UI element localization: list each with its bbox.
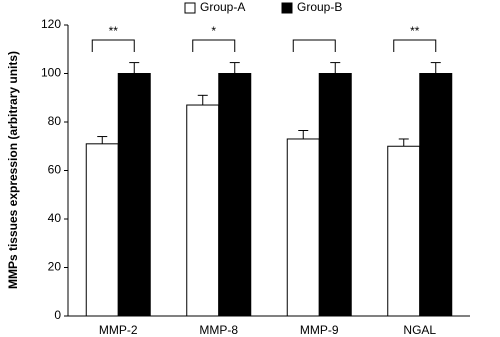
x-tick-label: NGAL <box>403 323 436 337</box>
error-bar <box>229 62 240 74</box>
significance-bracket <box>292 39 336 52</box>
y-tick-label: 40 <box>48 211 62 225</box>
legend-label: Group-A <box>200 0 245 14</box>
x-tick-label: MMP-9 <box>300 323 339 337</box>
error-bar <box>129 62 140 74</box>
bar <box>286 138 320 317</box>
error-bar <box>398 138 409 147</box>
significance-bracket <box>91 39 135 52</box>
bar <box>218 73 252 317</box>
error-bar <box>197 94 208 106</box>
bar <box>85 143 119 317</box>
x-tick-label: MMP-2 <box>99 323 138 337</box>
y-tick-label: 80 <box>48 114 62 128</box>
bar <box>318 73 352 317</box>
significance-label: ** <box>410 24 420 38</box>
bar <box>186 104 220 317</box>
legend-swatch <box>281 2 293 14</box>
y-axis-label: MMPs tissues expression (arbitrary units… <box>6 51 20 289</box>
y-tick-label: 20 <box>48 260 62 274</box>
bar <box>387 145 421 317</box>
error-bar <box>330 62 341 74</box>
error-bar <box>298 129 309 139</box>
error-bar <box>97 136 108 144</box>
significance-label: * <box>211 24 216 38</box>
x-tick-label: MMP-8 <box>199 323 238 337</box>
y-tick-label: 60 <box>48 163 62 177</box>
y-tick-label: 120 <box>41 17 61 31</box>
error-bar <box>430 62 441 74</box>
significance-label: ** <box>109 24 119 38</box>
significance-bracket <box>192 39 236 52</box>
y-tick-label: 100 <box>41 66 61 80</box>
legend-label: Group-B <box>297 0 342 14</box>
legend-swatch <box>184 2 196 14</box>
significance-bracket <box>393 39 437 52</box>
bar <box>419 73 453 317</box>
bar <box>117 73 151 317</box>
y-tick-label: 0 <box>54 308 61 322</box>
